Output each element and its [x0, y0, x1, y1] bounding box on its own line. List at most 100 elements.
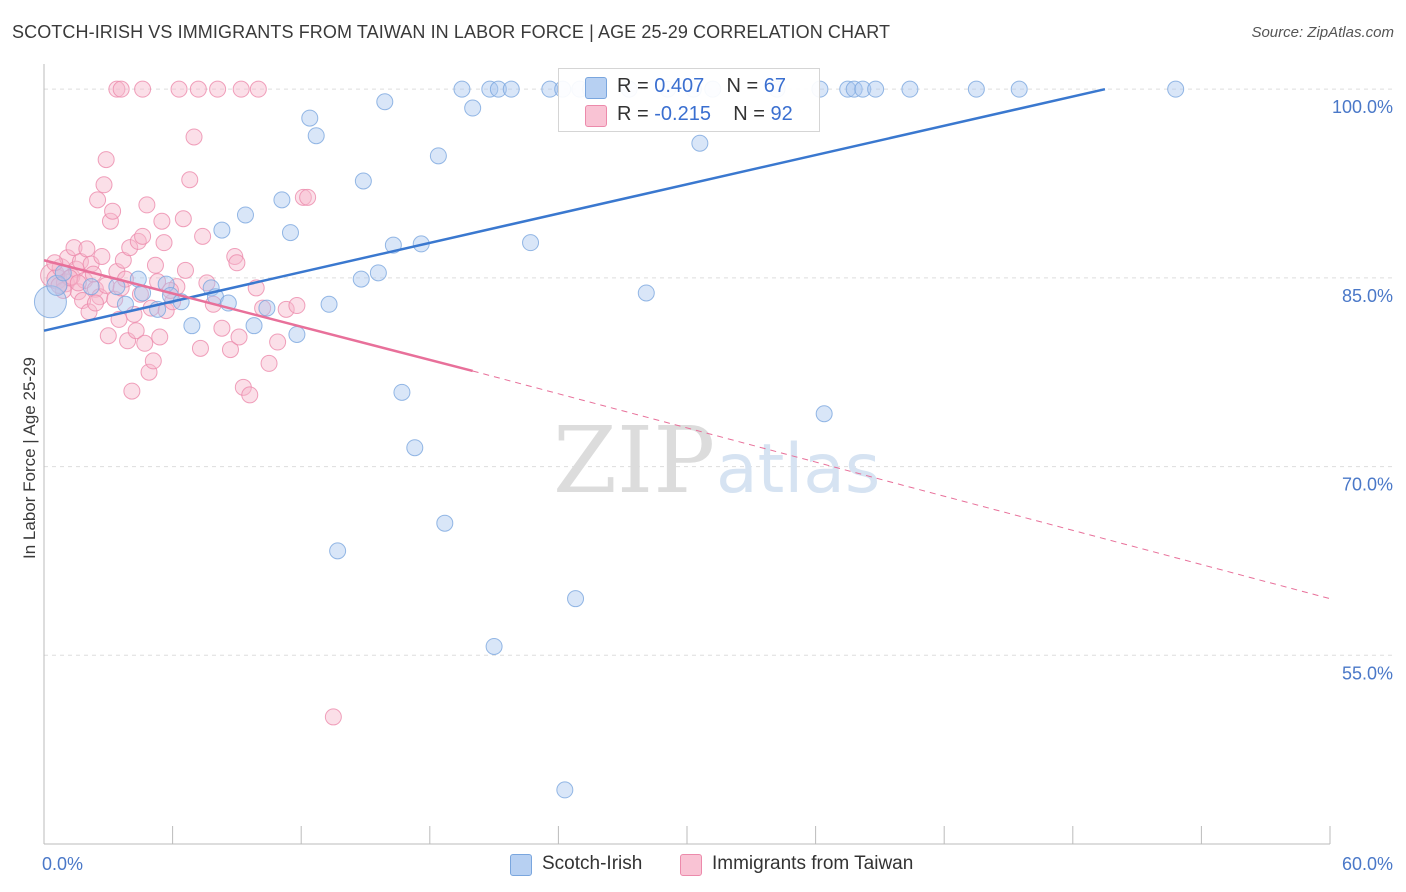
data-point-scotch-irish	[502, 80, 520, 98]
bottom-legend-label-pink: Immigrants from Taiwan	[712, 853, 914, 874]
axes	[43, 64, 1331, 845]
y-tick-label: 100.0%	[1332, 97, 1393, 117]
y-axis-label: In Labor Force | Age 25-29	[20, 357, 39, 559]
data-point-taiwan	[294, 188, 312, 206]
data-point-scotch-irish	[273, 191, 291, 209]
data-point-taiwan	[97, 151, 115, 169]
data-point-scotch-irish	[637, 284, 655, 302]
data-point-taiwan	[209, 80, 227, 98]
data-point-scotch-irish	[854, 80, 872, 98]
data-point-taiwan	[155, 234, 173, 252]
bottom-legend-swatch-blue	[510, 854, 532, 876]
data-point-taiwan	[230, 328, 248, 346]
data-point-scotch-irish	[393, 383, 411, 401]
data-point-scotch-irish	[429, 147, 447, 165]
data-point-taiwan	[134, 227, 152, 245]
data-point-taiwan	[241, 386, 259, 404]
data-point-taiwan	[104, 202, 122, 220]
watermark: ZIP atlas	[553, 407, 880, 514]
trend-line-taiwan-extrapolated	[472, 370, 1331, 600]
data-point-taiwan	[144, 352, 162, 370]
data-point-taiwan	[228, 254, 246, 272]
trend-lines	[43, 87, 1331, 600]
data-point-taiwan	[101, 212, 119, 230]
data-point-taiwan	[221, 341, 239, 359]
chart-title: SCOTCH-IRISH VS IMMIGRANTS FROM TAIWAN I…	[12, 22, 891, 42]
data-point-taiwan	[136, 334, 154, 352]
data-point-taiwan	[269, 333, 287, 351]
data-point-scotch-irish	[258, 299, 276, 317]
data-point-taiwan	[213, 319, 231, 337]
data-point-taiwan	[299, 188, 317, 206]
data-point-taiwan	[176, 261, 194, 279]
trend-line-scotch-irish	[43, 87, 1106, 332]
data-point-taiwan	[112, 80, 130, 98]
data-point-scotch-irish	[329, 542, 347, 560]
data-point-scotch-irish	[691, 134, 709, 152]
data-point-scotch-irish	[453, 80, 471, 98]
legend-r-value-blue: 0.407	[654, 75, 705, 97]
trend-line-taiwan	[43, 259, 473, 373]
x-tick-label: 60.0%	[1342, 854, 1393, 874]
grid-lines	[44, 88, 1395, 656]
data-point-taiwan	[146, 256, 164, 274]
legend-r-label: R =	[617, 103, 649, 125]
bottom-legend-label-blue: Scotch-Irish	[542, 853, 643, 874]
legend-stats-pink: R = -0.215 N = 92	[617, 103, 793, 126]
data-point-scotch-irish	[967, 80, 985, 98]
data-point-scotch-irish	[352, 270, 370, 288]
data-point-scotch-irish	[567, 590, 585, 608]
data-point-taiwan	[191, 339, 209, 357]
y-tick-label: 55.0%	[1342, 663, 1393, 683]
data-point-taiwan	[324, 708, 342, 726]
data-point-scotch-irish	[183, 317, 201, 335]
data-point-taiwan	[181, 171, 199, 189]
data-point-scotch-irish	[369, 264, 387, 282]
data-point-scotch-irish	[489, 80, 507, 98]
y-tick-label: 70.0%	[1342, 475, 1393, 495]
data-point-taiwan	[226, 247, 244, 265]
data-point-taiwan	[153, 212, 171, 230]
data-point-taiwan	[108, 80, 126, 98]
legend-stats-blue: R = 0.407 N = 67	[617, 75, 786, 98]
data-point-taiwan	[78, 240, 96, 258]
legend-n-label: N =	[733, 103, 765, 125]
data-point-scotch-irish	[901, 80, 919, 98]
data-point-scotch-irish	[33, 285, 67, 319]
data-point-scotch-irish	[320, 295, 338, 313]
legend-r-label: R =	[617, 75, 649, 97]
data-point-taiwan	[86, 294, 104, 312]
data-point-taiwan	[121, 239, 139, 257]
data-point-scotch-irish	[867, 80, 885, 98]
data-point-taiwan	[127, 322, 145, 340]
legend-n-value-pink: 92	[770, 103, 793, 125]
data-point-scotch-irish	[436, 514, 454, 532]
data-point-scotch-irish	[82, 278, 100, 296]
data-point-taiwan	[288, 297, 306, 315]
data-point-scotch-irish	[1167, 80, 1185, 98]
data-point-taiwan	[140, 363, 158, 381]
data-point-scotch-irish	[406, 439, 424, 457]
data-point-taiwan	[174, 210, 192, 228]
data-point-taiwan	[123, 382, 141, 400]
data-point-taiwan	[232, 80, 250, 98]
stats-legend: R = 0.407 N = 67 R = -0.215 N = 92	[558, 68, 820, 132]
data-point-scotch-irish	[522, 234, 540, 252]
data-point-scotch-irish	[236, 206, 254, 224]
data-point-scotch-irish	[839, 80, 857, 98]
data-point-scotch-irish	[556, 781, 574, 799]
source-credit: Source: ZipAtlas.com	[1251, 24, 1394, 41]
data-point-scotch-irish	[485, 637, 503, 655]
data-point-scotch-irish	[481, 80, 499, 98]
data-point-taiwan	[138, 196, 156, 214]
data-point-scotch-irish	[213, 221, 231, 239]
bottom-legend-swatch-pink	[680, 854, 702, 876]
watermark-zip: ZIP	[553, 407, 715, 514]
data-point-scotch-irish	[281, 224, 299, 242]
legend-swatch-blue	[585, 77, 607, 99]
data-point-scotch-irish	[376, 93, 394, 111]
series-immigrants-from-taiwan	[40, 80, 342, 726]
x-tick-label: 0.0%	[42, 854, 83, 874]
data-point-scotch-irish	[1010, 80, 1028, 98]
